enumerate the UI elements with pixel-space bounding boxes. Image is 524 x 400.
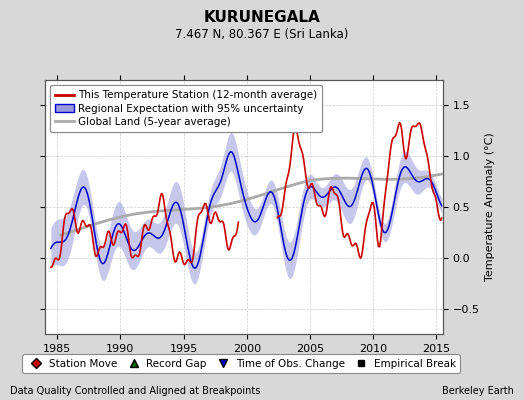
Legend: This Temperature Station (12-month average), Regional Expectation with 95% uncer: This Temperature Station (12-month avera… <box>50 85 322 132</box>
Legend: Station Move, Record Gap, Time of Obs. Change, Empirical Break: Station Move, Record Gap, Time of Obs. C… <box>22 354 460 373</box>
Y-axis label: Temperature Anomaly (°C): Temperature Anomaly (°C) <box>485 133 495 281</box>
Text: Data Quality Controlled and Aligned at Breakpoints: Data Quality Controlled and Aligned at B… <box>10 386 261 396</box>
Text: Berkeley Earth: Berkeley Earth <box>442 386 514 396</box>
Text: KURUNEGALA: KURUNEGALA <box>204 10 320 26</box>
Text: 7.467 N, 80.367 E (Sri Lanka): 7.467 N, 80.367 E (Sri Lanka) <box>176 28 348 41</box>
